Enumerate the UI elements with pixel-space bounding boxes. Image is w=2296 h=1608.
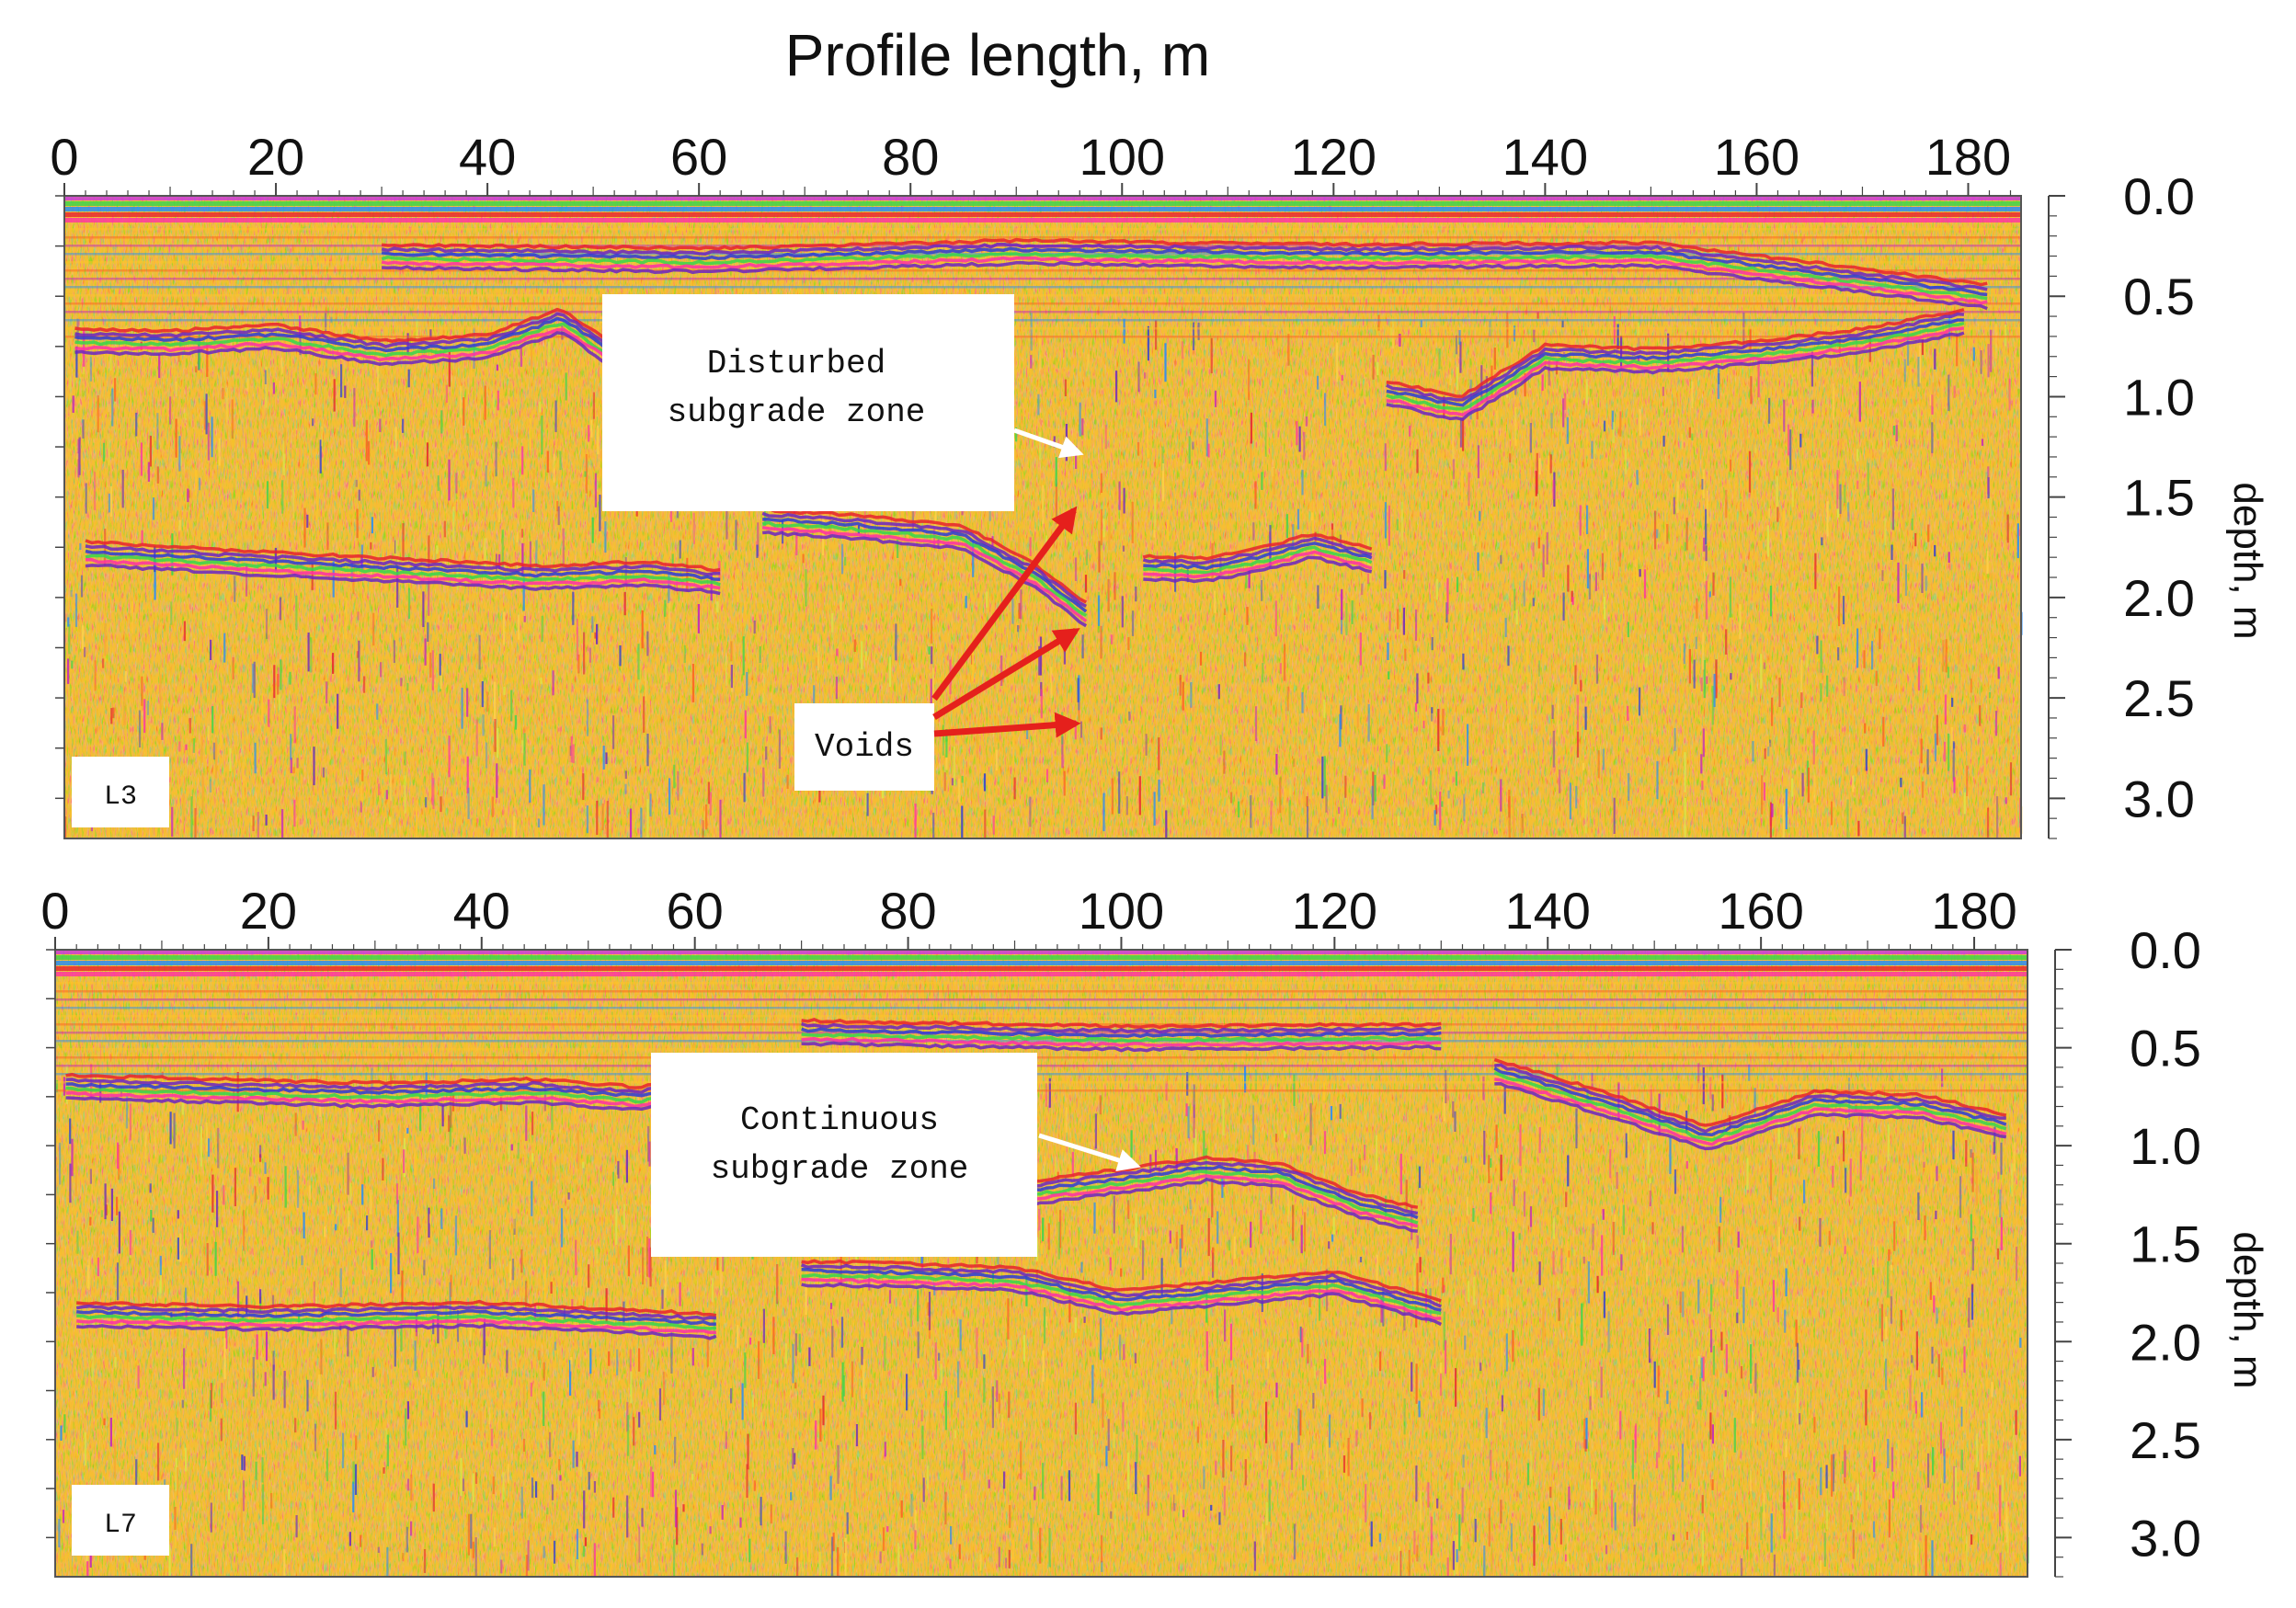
y-tick-label: 2.0 xyxy=(2130,1313,2201,1371)
reflector xyxy=(1493,1057,2007,1151)
reflector xyxy=(1013,1155,1419,1233)
voids-arrow-3 xyxy=(933,712,1081,738)
y-tick-label: 1.0 xyxy=(2130,1117,2201,1175)
plot-frame xyxy=(63,195,2022,839)
x-tick-label: 180 xyxy=(1925,128,2011,186)
y-tick-label: 3.0 xyxy=(2130,1509,2201,1567)
reflector xyxy=(1142,533,1373,584)
x-tick-label: 120 xyxy=(1291,128,1376,186)
voids-arrow-1 xyxy=(931,506,1078,701)
reflector xyxy=(381,237,1988,311)
y-tick-label: 0.0 xyxy=(2130,921,2201,979)
x-tick-label: 100 xyxy=(1079,882,1164,940)
x-tick-label: 120 xyxy=(1292,882,1377,940)
x-tick-label: 20 xyxy=(240,882,297,940)
x-tick-label: 80 xyxy=(882,128,939,186)
plot-frame xyxy=(54,949,2028,1578)
y-axis-label-l3: depth, m xyxy=(2225,482,2270,639)
y-tick-label: 0.0 xyxy=(2123,167,2195,225)
panel-label-l3: L3 xyxy=(104,781,137,813)
annotation-continuous-arrow xyxy=(1038,1133,1141,1171)
annotation-continuous-line-1: Continuous xyxy=(740,1101,939,1139)
annotation-disturbed-line-2: subgrade zone xyxy=(668,393,926,431)
y-tick-label: 2.5 xyxy=(2123,669,2195,727)
x-tick-label: 0 xyxy=(50,128,78,186)
x-tick-label: 140 xyxy=(1505,882,1591,940)
x-tick-label: 60 xyxy=(667,882,724,940)
x-tick-label: 40 xyxy=(453,882,510,940)
x-tick-label: 80 xyxy=(879,882,936,940)
figure-title: Profile length, m xyxy=(785,22,1210,88)
radargram-l3 xyxy=(63,195,2023,839)
annotation-disturbed-line-1: Disturbed xyxy=(707,345,885,382)
radargram-l7 xyxy=(54,949,2029,1578)
x-tick-label: 40 xyxy=(459,128,516,186)
y-tick-label: 1.0 xyxy=(2123,368,2195,426)
y-axis-label-l7: depth, m xyxy=(2225,1231,2270,1388)
annotation-disturbed: Disturbed subgrade zone xyxy=(602,294,1084,511)
x-tick-label: 100 xyxy=(1079,128,1165,186)
reflector xyxy=(801,1017,1442,1053)
annotation-continuous-line-2: subgrade zone xyxy=(711,1150,969,1188)
y-tick-label: 0.5 xyxy=(2123,268,2195,325)
x-tick-label: 160 xyxy=(1718,882,1803,940)
x-axis-top-l7: 0 20 40 60 80 100 120 140 160 180 xyxy=(40,882,2018,950)
x-axis-top-l3: 0 20 40 60 80 100 120 140 160 180 xyxy=(50,128,2011,196)
y-tick-label: 3.0 xyxy=(2123,770,2195,827)
annotation-continuous: Continuous subgrade zone xyxy=(651,1053,1141,1257)
voids-arrow-2 xyxy=(932,628,1080,720)
panel-label-box-l3: L3 xyxy=(72,757,169,827)
x-tick-label: 60 xyxy=(670,128,727,186)
annotation-voids: Voids xyxy=(794,506,1081,791)
y-tick-label: 2.0 xyxy=(2123,569,2195,627)
reflector xyxy=(1386,308,1965,421)
y-tick-label: 1.5 xyxy=(2123,469,2195,527)
x-tick-label: 0 xyxy=(40,882,69,940)
panel-l3: 0 20 40 60 80 100 120 140 160 180 0.0 0.5 1.0 1.5 2.0… xyxy=(50,128,2270,839)
reflector xyxy=(74,307,616,369)
x-tick-label: 140 xyxy=(1502,128,1588,186)
y-axis-right-l3: 0.0 0.5 1.0 1.5 2.0 2.5 3.0 xyxy=(55,167,2195,839)
panel-label-box-l7: L7 xyxy=(72,1485,169,1556)
panel-label-l7: L7 xyxy=(104,1510,137,1541)
reflector xyxy=(800,1259,1443,1327)
y-tick-label: 1.5 xyxy=(2130,1215,2201,1273)
y-tick-label: 0.5 xyxy=(2130,1020,2201,1078)
annotation-voids-label: Voids xyxy=(815,728,914,766)
x-tick-label: 20 xyxy=(247,128,304,186)
x-tick-label: 160 xyxy=(1714,128,1799,186)
x-tick-label: 180 xyxy=(1931,882,2016,940)
reflector xyxy=(75,1299,717,1340)
reflector xyxy=(85,539,721,596)
annotation-disturbed-arrow xyxy=(1013,428,1084,459)
y-axis-right-l7: 0.0 0.5 1.0 1.5 2.0 2.5 3.0 xyxy=(46,921,2201,1578)
panel-l7: 0 20 40 60 80 100 120 140 160 180 0.0 0.5 1.0 1.5 2.0… xyxy=(40,882,2270,1578)
y-tick-label: 2.5 xyxy=(2130,1411,2201,1469)
